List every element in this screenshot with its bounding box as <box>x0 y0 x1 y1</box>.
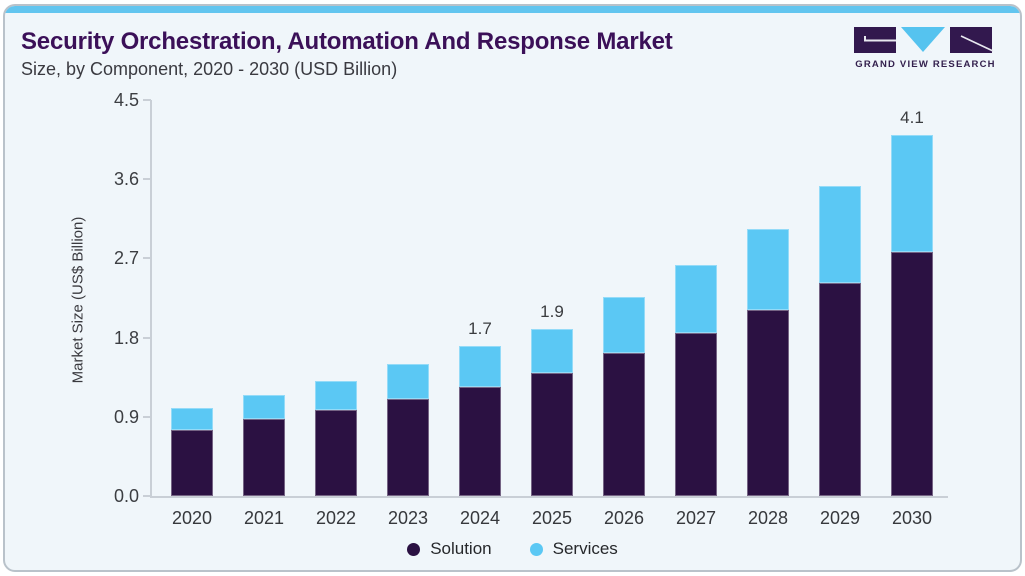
bar-2028-solution <box>747 310 789 496</box>
legend-dot-icon <box>529 542 543 556</box>
bar-2024-services <box>459 346 501 387</box>
bar-2023-services <box>387 364 429 400</box>
bar-2020-solution <box>171 430 213 496</box>
bar-2026-solution <box>603 353 645 496</box>
grand-view-research-logo: GRAND VIEW RESEARCH <box>853 26 998 70</box>
bar-2022-services <box>315 380 357 410</box>
page-subtitle: Size, by Component, 2020 - 2030 (USD Bil… <box>21 59 398 79</box>
bar-2023-solution <box>387 399 429 496</box>
legend-item-services: Services <box>529 539 618 559</box>
bar-2025-services <box>531 328 573 373</box>
x-axis-label-2030: 2030 <box>891 508 933 528</box>
y-axis-tick-label: 3.6 <box>113 169 139 190</box>
y-axis-tick <box>143 99 151 101</box>
y-axis-tick <box>143 257 151 260</box>
y-axis-tick-label: 2.7 <box>113 248 139 269</box>
x-axis-label-2022: 2022 <box>315 508 357 528</box>
y-axis-tick-label: 0.9 <box>113 406 139 427</box>
x-axis-label-2027: 2027 <box>675 508 717 528</box>
legend-label: Solution <box>430 539 492 558</box>
x-axis-label-2028: 2028 <box>747 508 789 528</box>
legend-dot-icon <box>407 542 421 556</box>
x-axis-label-2020: 2020 <box>171 508 213 528</box>
bar-2024-solution <box>459 386 501 496</box>
y-axis-tick <box>143 336 151 339</box>
x-axis-label-2021: 2021 <box>243 508 285 528</box>
bar-2020-services <box>171 408 213 430</box>
gvr-logo-icon <box>854 27 994 53</box>
x-axis-label-2026: 2026 <box>603 508 645 528</box>
bar-2030-services <box>891 135 933 253</box>
legend-item-solution: Solution <box>407 539 492 559</box>
bar-2026-services <box>603 297 645 354</box>
x-axis-label-2029: 2029 <box>819 508 861 528</box>
y-axis-tick <box>143 415 151 418</box>
total-label-2030: 4.1 <box>900 108 924 128</box>
x-axis-label-2025: 2025 <box>531 508 573 528</box>
y-axis-title: Market Size (US$ Billion) <box>69 216 87 384</box>
bar-2022-solution <box>315 409 357 496</box>
bar-2029-solution <box>819 283 861 496</box>
logo-wordmark: GRAND VIEW RESEARCH <box>855 59 996 70</box>
bar-2029-services <box>819 186 861 284</box>
y-axis-tick-label: 4.5 <box>113 90 139 110</box>
bar-2021-services <box>243 394 285 420</box>
x-axis-label-2023: 2023 <box>387 508 429 528</box>
bar-2030-solution <box>891 252 933 496</box>
legend-label: Services <box>552 539 618 558</box>
y-axis-tick <box>143 495 151 497</box>
chart-legend: Solution Services <box>0 538 1025 560</box>
y-axis-tick <box>143 178 151 181</box>
bar-2028-services <box>747 228 789 311</box>
total-label-2025: 1.9 <box>540 301 564 321</box>
bar-2027-services <box>675 265 717 334</box>
page-title: Security Orchestration, Automation And R… <box>21 28 673 55</box>
x-axis-label-2024: 2024 <box>459 508 501 528</box>
y-axis-tick-label: 1.8 <box>113 327 139 348</box>
total-label-2024: 1.7 <box>468 319 492 339</box>
y-axis-tick-label: 0.0 <box>113 486 139 506</box>
bar-2021-solution <box>243 419 285 496</box>
plot-area: 0.0 0.9 1.8 2.7 3.6 4.5 2020 2021 2022 2023 2024 1.… <box>114 90 948 528</box>
bar-2025-solution <box>531 372 573 496</box>
top-accent-bar <box>5 6 1020 13</box>
bar-2027-solution <box>675 333 717 496</box>
